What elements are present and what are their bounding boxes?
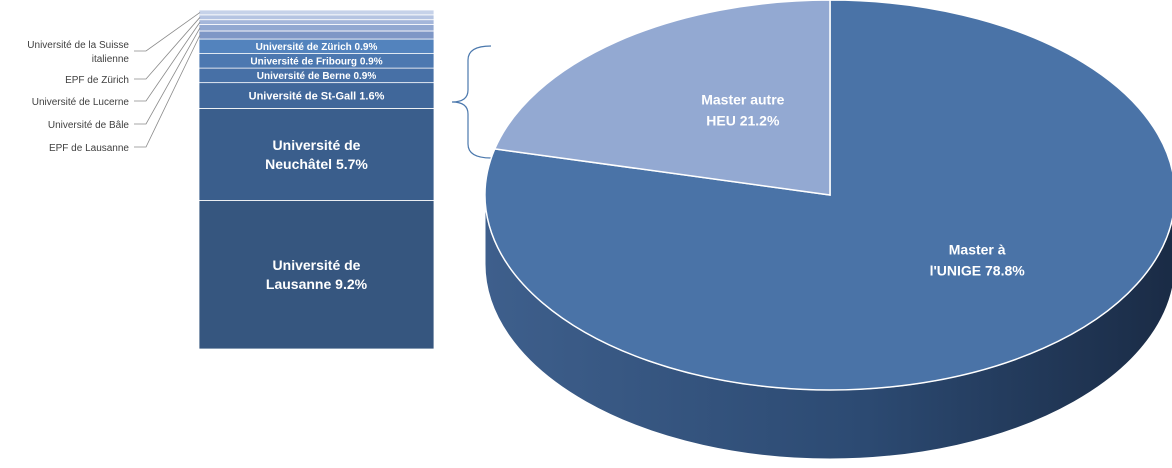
pie-chart-3d: Master à l'UNIGE 78.8% Master autre HEU 21.… [484, 0, 1172, 460]
bar-segment [198, 24, 435, 32]
leader-line [134, 12, 201, 52]
stacked-bar-chart: Université de Lausanne 9.2% Université de N… [27, 9, 435, 350]
leader-line [134, 21, 201, 102]
bar-segment [198, 82, 435, 109]
external-label: Université de la Suisse [27, 40, 129, 51]
bar-segment-label: Université de Zürich 0.9% [256, 42, 378, 53]
leader-line [134, 34, 201, 148]
leader-line [134, 27, 201, 125]
bar-segment [198, 9, 435, 16]
bar-segment-label: Université de [273, 257, 361, 273]
bar-segment [198, 30, 435, 40]
pie-slice-label: Master autre [701, 91, 784, 107]
external-label: Université de Lucerne [32, 97, 130, 108]
pie-slice-label: l'UNIGE 78.8% [930, 263, 1026, 279]
bar-segment-label: Université de Berne 0.9% [257, 71, 377, 82]
bar-segment [198, 200, 435, 350]
pie-slice-label: Master à [949, 242, 1006, 258]
bar-segment-label: Université de St-Gall 1.6% [249, 90, 385, 102]
bar-segment-label: Université de [273, 137, 361, 153]
external-label: EPF de Zürich [65, 75, 129, 86]
pie-slice-label: HEU 21.2% [706, 112, 780, 128]
bracket-connector [451, 45, 492, 159]
pie-slice [493, 0, 831, 196]
leader-line [134, 17, 201, 80]
bar-segment [198, 14, 435, 21]
external-label: EPF de Lausanne [49, 143, 129, 154]
external-label: italienne [92, 54, 130, 65]
external-label: Université de Bâle [48, 120, 130, 131]
bar-segment [198, 19, 435, 25]
bar-segment-label: Université de Fribourg 0.9% [250, 56, 382, 67]
bracket [451, 45, 492, 159]
bar-segment [198, 108, 435, 201]
bar-segment-label: Lausanne 9.2% [266, 276, 368, 292]
bar-segment-label: Neuchâtel 5.7% [265, 156, 368, 172]
